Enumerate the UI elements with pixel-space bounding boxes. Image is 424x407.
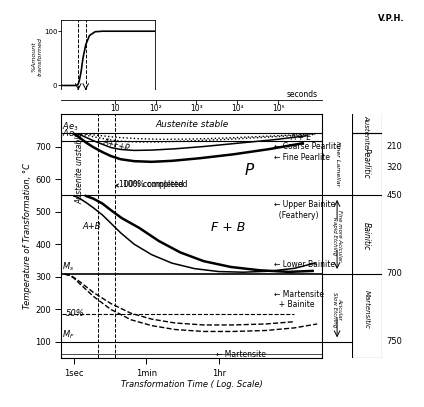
Text: seconds: seconds: [286, 90, 317, 99]
Text: 700: 700: [387, 269, 402, 278]
Text: Martensitic: Martensitic: [364, 290, 370, 329]
Text: A + E: A + E: [290, 133, 312, 142]
Text: A+F+P: A+F+P: [102, 137, 131, 153]
Text: Pearlitic: Pearlitic: [362, 148, 371, 179]
X-axis label: Transformation Time ( Log. Scale): Transformation Time ( Log. Scale): [121, 381, 263, 389]
Text: 100% completed: 100% completed: [119, 180, 184, 189]
Text: ← Coarse Pearlite: ← Coarse Pearlite: [274, 142, 341, 151]
Text: 100% completed: 100% completed: [116, 180, 187, 189]
Y-axis label: Temperature of Transformation, °C: Temperature of Transformation, °C: [23, 163, 32, 309]
Text: M$_F$: M$_F$: [62, 329, 75, 341]
Text: Austenite: Austenite: [364, 115, 370, 149]
Text: F + B: F + B: [211, 221, 245, 234]
Text: A+B: A+B: [83, 222, 101, 231]
Text: Austenite stable: Austenite stable: [156, 120, 229, 129]
Text: 450: 450: [387, 191, 402, 200]
Text: 210: 210: [387, 142, 402, 151]
Text: 750: 750: [387, 337, 402, 346]
Text: ← Martensite: ← Martensite: [216, 350, 266, 359]
Text: M$_s$: M$_s$: [62, 260, 75, 273]
Text: Bainitic: Bainitic: [362, 222, 371, 250]
Text: ← Lower Bainite: ← Lower Bainite: [274, 260, 335, 269]
Text: ← Martensite
  + Bainite: ← Martensite + Bainite: [274, 290, 324, 309]
Text: Fine more Acicular
Rapid Etching: Fine more Acicular Rapid Etching: [332, 210, 343, 262]
Text: P: P: [245, 164, 254, 178]
Text: V.P.H.: V.P.H.: [378, 14, 404, 23]
Text: Ae$_3$: Ae$_3$: [62, 120, 79, 133]
Text: Finer Lamellar: Finer Lamellar: [335, 141, 340, 186]
Text: Ae$_1$: Ae$_1$: [62, 128, 79, 140]
Text: 320: 320: [387, 163, 402, 172]
Text: ← Fine Pearlite: ← Fine Pearlite: [274, 153, 330, 162]
Text: 50%: 50%: [66, 309, 85, 318]
Text: Acicular
Slow Etching: Acicular Slow Etching: [332, 292, 343, 327]
Text: ← Upper Bainite
  (Feathery): ← Upper Bainite (Feathery): [274, 200, 335, 220]
Text: Austenite unstable: Austenite unstable: [75, 131, 84, 204]
Y-axis label: %Amount
transformed: %Amount transformed: [32, 37, 42, 77]
